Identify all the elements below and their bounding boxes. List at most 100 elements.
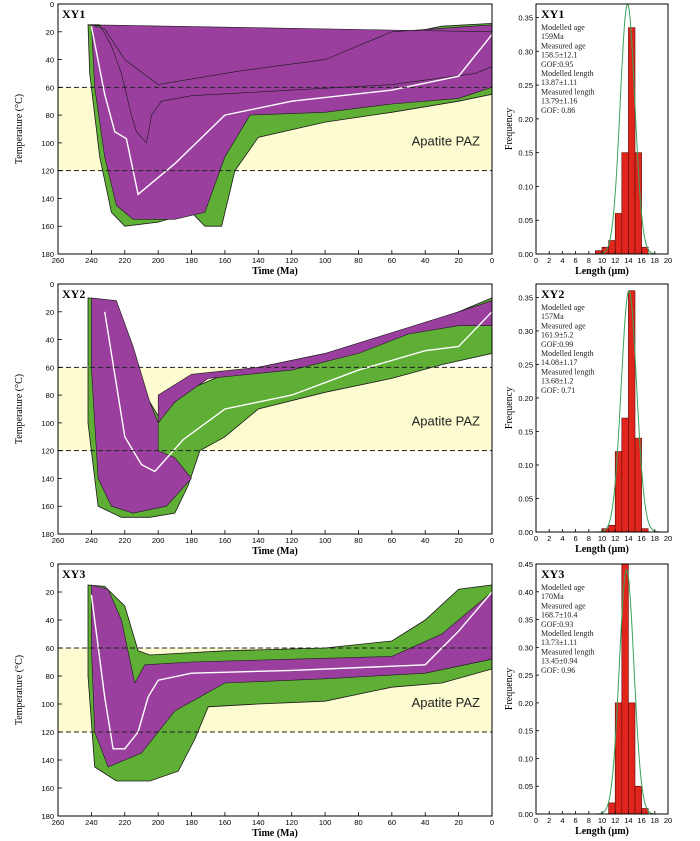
stat-line: Measured age [541,321,586,330]
x-tick-label: 60 [388,818,396,827]
y-axis-title: Temperature (°C) [14,655,25,725]
x-tick-label: 8 [587,816,591,825]
x-axis-title: Length (µm) [575,266,629,277]
stat-line: GOF:0.99 [541,340,573,349]
x-tick-label: 100 [319,256,332,265]
y-tick-label: 0 [50,560,54,569]
x-tick-label: 180 [185,818,198,827]
history-plot-frame [57,283,493,535]
stat-line: GOF:0.95 [541,60,573,69]
stat-line: Measured length [541,647,595,656]
histogram-bar [641,528,649,533]
x-tick-label: 18 [651,256,659,265]
x-tick-label: 240 [85,536,98,545]
x-tick-label: 20 [454,536,462,545]
stat-line: 13.68±1.2 [541,377,573,386]
y-tick-label: 0.05 [518,216,533,225]
x-tick-label: 140 [252,536,265,545]
histogram-bar [608,802,616,815]
histogram-bar [628,290,636,533]
x-tick-label: 0 [490,818,494,827]
x-tick-label: 120 [285,818,298,827]
y-tick-label: 80 [46,111,54,120]
best-fit-path [104,311,493,473]
y-tick-label: 0.00 [518,528,533,537]
stat-line: Modelled length [541,629,594,638]
y-tick-label: 0.45 [518,560,533,569]
paz-label: Apatite PAZ [412,414,480,429]
y-tick-label: 40 [46,56,54,65]
stat-line: Modelled age [541,583,585,592]
x-tick-label: 60 [388,256,396,265]
y-tick-label: 0.00 [518,810,533,819]
x-tick-label: 160 [219,256,232,265]
x-tick-label: 260 [52,818,65,827]
y-tick-label: 0.00 [518,250,533,259]
y-tick-label: 100 [41,139,54,148]
panel-xy2: 260 240 220 200 180 160 140 120 100 80 60 40 20 00204… [14,280,672,557]
y-tick-label: 40 [46,616,54,625]
stat-line: GOF: 0.86 [541,106,575,115]
y-tick-label: 0.40 [518,588,533,597]
paz-label: Apatite PAZ [412,695,480,710]
y-tick-label: 60 [46,83,54,92]
x-tick-label: 60 [388,536,396,545]
y-tick-label: 0.20 [518,394,533,403]
panel-label: XY3 [62,567,85,581]
histogram-bar [614,213,623,255]
stat-line: 13.73±1.11 [541,638,577,647]
x-tick-label: 80 [354,818,362,827]
y-tick-label: 80 [46,391,54,400]
x-tick-label: 180 [185,256,198,265]
x-tick-label: 140 [252,256,265,265]
y-tick-label: 120 [41,447,54,456]
panel-label: XY2 [62,287,85,301]
y-tick-label: 120 [41,728,54,737]
x-tick-label: 8 [587,534,591,543]
y-tick-label: 100 [41,419,54,428]
panel-label: XY3 [541,567,564,581]
y-tick-label: 0.10 [518,754,533,763]
y-tick-label: 0.10 [518,461,533,470]
y-tick-label: 20 [46,28,54,37]
y-tick-label: 180 [41,812,54,821]
x-tick-label: 2 [547,816,551,825]
histogram-bar [634,785,642,815]
x-tick-label: 40 [421,256,429,265]
stat-line: Modelled age [541,303,585,312]
panel-label: XY2 [541,287,564,301]
stat-line: Modelled age [541,23,585,32]
y-axis-title: Temperature (°C) [14,374,25,444]
y-tick-label: 0 [50,0,54,9]
y-tick-label: 0.35 [518,293,533,302]
y-tick-label: 0.20 [518,699,533,708]
y-tick-label: 80 [46,672,54,681]
histogram-bar [621,417,629,533]
stat-line: 13.87±1.11 [541,78,577,87]
history-plot-frame [57,3,493,255]
stat-line: GOF: 0.71 [541,386,575,395]
stat-line: 13.45±0.94 [541,657,577,666]
y-tick-label: 140 [41,474,54,483]
y-axis-title: Frequency [504,668,515,710]
stat-line: 159Ma [541,32,564,41]
y-tick-label: 180 [41,530,54,539]
x-tick-label: 220 [119,818,132,827]
x-tick-label: 220 [119,536,132,545]
y-tick-label: 40 [46,336,54,345]
x-tick-label: 16 [637,534,645,543]
histogram-bar [628,27,636,255]
x-tick-label: 20 [664,534,672,543]
panel-label: XY1 [541,7,564,21]
y-tick-label: 20 [46,588,54,597]
x-tick-label: 2 [547,256,551,265]
x-tick-label: 80 [354,536,362,545]
y-tick-label: 60 [46,644,54,653]
x-axis-title: Time (Ma) [252,828,298,839]
y-tick-label: 0.30 [518,327,533,336]
x-tick-label: 4 [560,816,564,825]
x-tick-label: 4 [560,256,564,265]
x-tick-label: 20 [454,818,462,827]
y-tick-label: 0.35 [518,14,533,23]
stat-line: Measured length [541,367,595,376]
